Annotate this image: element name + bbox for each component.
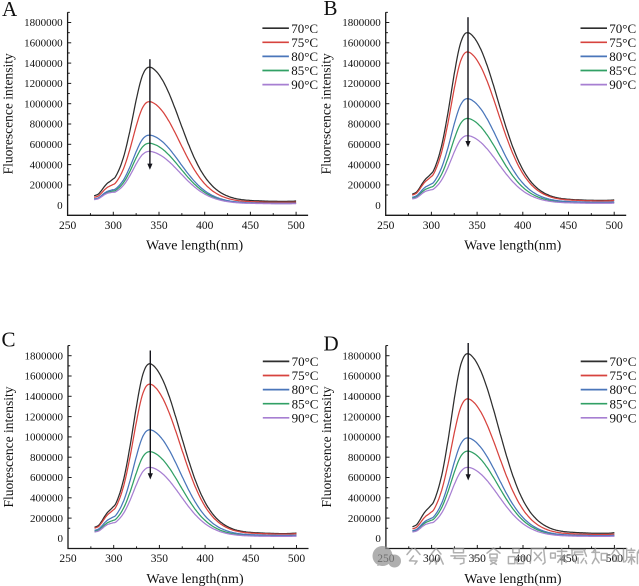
svg-text:Wave length(nm): Wave length(nm)	[146, 572, 244, 586]
svg-text:250: 250	[377, 220, 395, 232]
svg-text:450: 450	[560, 220, 578, 232]
svg-text:1800000: 1800000	[342, 350, 381, 362]
svg-text:1800000: 1800000	[25, 350, 64, 362]
svg-text:200000: 200000	[348, 513, 382, 525]
svg-text:1000000: 1000000	[342, 98, 381, 110]
svg-text:350: 350	[468, 220, 486, 232]
svg-text:350: 350	[469, 553, 487, 565]
svg-text:600000: 600000	[348, 139, 382, 151]
svg-text:600000: 600000	[348, 472, 382, 484]
svg-text:450: 450	[242, 220, 260, 232]
svg-text:800000: 800000	[348, 119, 382, 131]
svg-text:1400000: 1400000	[342, 58, 381, 70]
svg-text:800000: 800000	[348, 452, 382, 464]
svg-text:350: 350	[151, 553, 169, 565]
svg-text:400: 400	[196, 553, 214, 565]
svg-text:200000: 200000	[30, 180, 64, 192]
svg-text:800000: 800000	[30, 119, 64, 131]
svg-text:600000: 600000	[30, 472, 64, 484]
svg-text:Wave length(nm): Wave length(nm)	[464, 239, 562, 254]
svg-text:B: B	[324, 0, 338, 20]
svg-text:400000: 400000	[348, 159, 382, 171]
svg-text:1000000: 1000000	[24, 98, 63, 110]
svg-text:350: 350	[150, 220, 168, 232]
svg-text:1400000: 1400000	[342, 391, 381, 403]
svg-text:75°C: 75°C	[610, 368, 637, 383]
svg-text:70°C: 70°C	[291, 21, 318, 36]
svg-text:75°C: 75°C	[291, 35, 318, 50]
svg-text:Wave length(nm): Wave length(nm)	[146, 239, 244, 254]
svg-text:250: 250	[59, 220, 77, 232]
svg-text:90°C: 90°C	[292, 410, 319, 425]
svg-text:800000: 800000	[30, 452, 64, 464]
svg-text:1600000: 1600000	[25, 371, 64, 383]
svg-text:450: 450	[242, 553, 260, 565]
svg-text:300: 300	[105, 553, 123, 565]
svg-text:85°C: 85°C	[291, 63, 318, 78]
svg-text:80°C: 80°C	[609, 49, 636, 64]
svg-text:Fluorescence intensity: Fluorescence intensity	[1, 53, 16, 174]
svg-text:1000000: 1000000	[342, 432, 381, 444]
svg-text:0: 0	[57, 200, 63, 212]
svg-text:400000: 400000	[30, 159, 64, 171]
svg-text:90°C: 90°C	[609, 77, 636, 92]
svg-text:1200000: 1200000	[342, 78, 381, 90]
svg-text:85°C: 85°C	[292, 396, 319, 411]
svg-text:80°C: 80°C	[610, 382, 637, 397]
svg-text:500: 500	[288, 553, 306, 565]
svg-text:1400000: 1400000	[24, 58, 63, 70]
svg-text:500: 500	[287, 220, 305, 232]
svg-text:Wave length(nm): Wave length(nm)	[464, 572, 562, 586]
svg-text:1600000: 1600000	[24, 38, 63, 50]
svg-text:90°C: 90°C	[610, 410, 637, 425]
svg-text:1400000: 1400000	[25, 391, 64, 403]
svg-text:C: C	[2, 328, 16, 352]
svg-text:400000: 400000	[348, 493, 382, 505]
svg-text:1600000: 1600000	[342, 371, 381, 383]
svg-text:0: 0	[375, 533, 381, 545]
svg-text:A: A	[2, 0, 18, 21]
svg-text:70°C: 70°C	[609, 21, 636, 36]
svg-text:1800000: 1800000	[24, 17, 63, 29]
svg-text:80°C: 80°C	[292, 382, 319, 397]
svg-text:80°C: 80°C	[291, 49, 318, 64]
svg-text:Fluorescence intensity: Fluorescence intensity	[319, 386, 334, 507]
svg-text:D: D	[324, 332, 339, 356]
svg-text:85°C: 85°C	[609, 63, 636, 78]
svg-text:500: 500	[606, 553, 624, 565]
svg-text:Fluorescence intensity: Fluorescence intensity	[319, 53, 334, 174]
svg-text:1200000: 1200000	[25, 411, 64, 423]
svg-text:70°C: 70°C	[610, 354, 637, 369]
svg-text:300: 300	[105, 220, 123, 232]
svg-text:75°C: 75°C	[609, 35, 636, 50]
svg-text:Fluorescence intensity: Fluorescence intensity	[1, 386, 16, 507]
svg-text:1600000: 1600000	[342, 38, 381, 50]
svg-text:600000: 600000	[30, 139, 64, 151]
svg-text:0: 0	[58, 533, 64, 545]
svg-text:500: 500	[606, 220, 624, 232]
svg-text:300: 300	[423, 220, 441, 232]
svg-text:1200000: 1200000	[342, 411, 381, 423]
svg-text:400000: 400000	[30, 493, 64, 505]
svg-text:0: 0	[375, 200, 381, 212]
svg-text:1800000: 1800000	[342, 17, 381, 29]
svg-text:1000000: 1000000	[25, 432, 64, 444]
svg-text:200000: 200000	[348, 180, 382, 192]
svg-text:75°C: 75°C	[292, 368, 319, 383]
svg-text:400: 400	[514, 220, 532, 232]
svg-text:90°C: 90°C	[291, 77, 318, 92]
svg-text:250: 250	[59, 553, 77, 565]
svg-text:1200000: 1200000	[24, 78, 63, 90]
svg-text:400: 400	[196, 220, 214, 232]
svg-text:85°C: 85°C	[610, 396, 637, 411]
svg-text:200000: 200000	[30, 513, 64, 525]
svg-text:70°C: 70°C	[292, 354, 319, 369]
